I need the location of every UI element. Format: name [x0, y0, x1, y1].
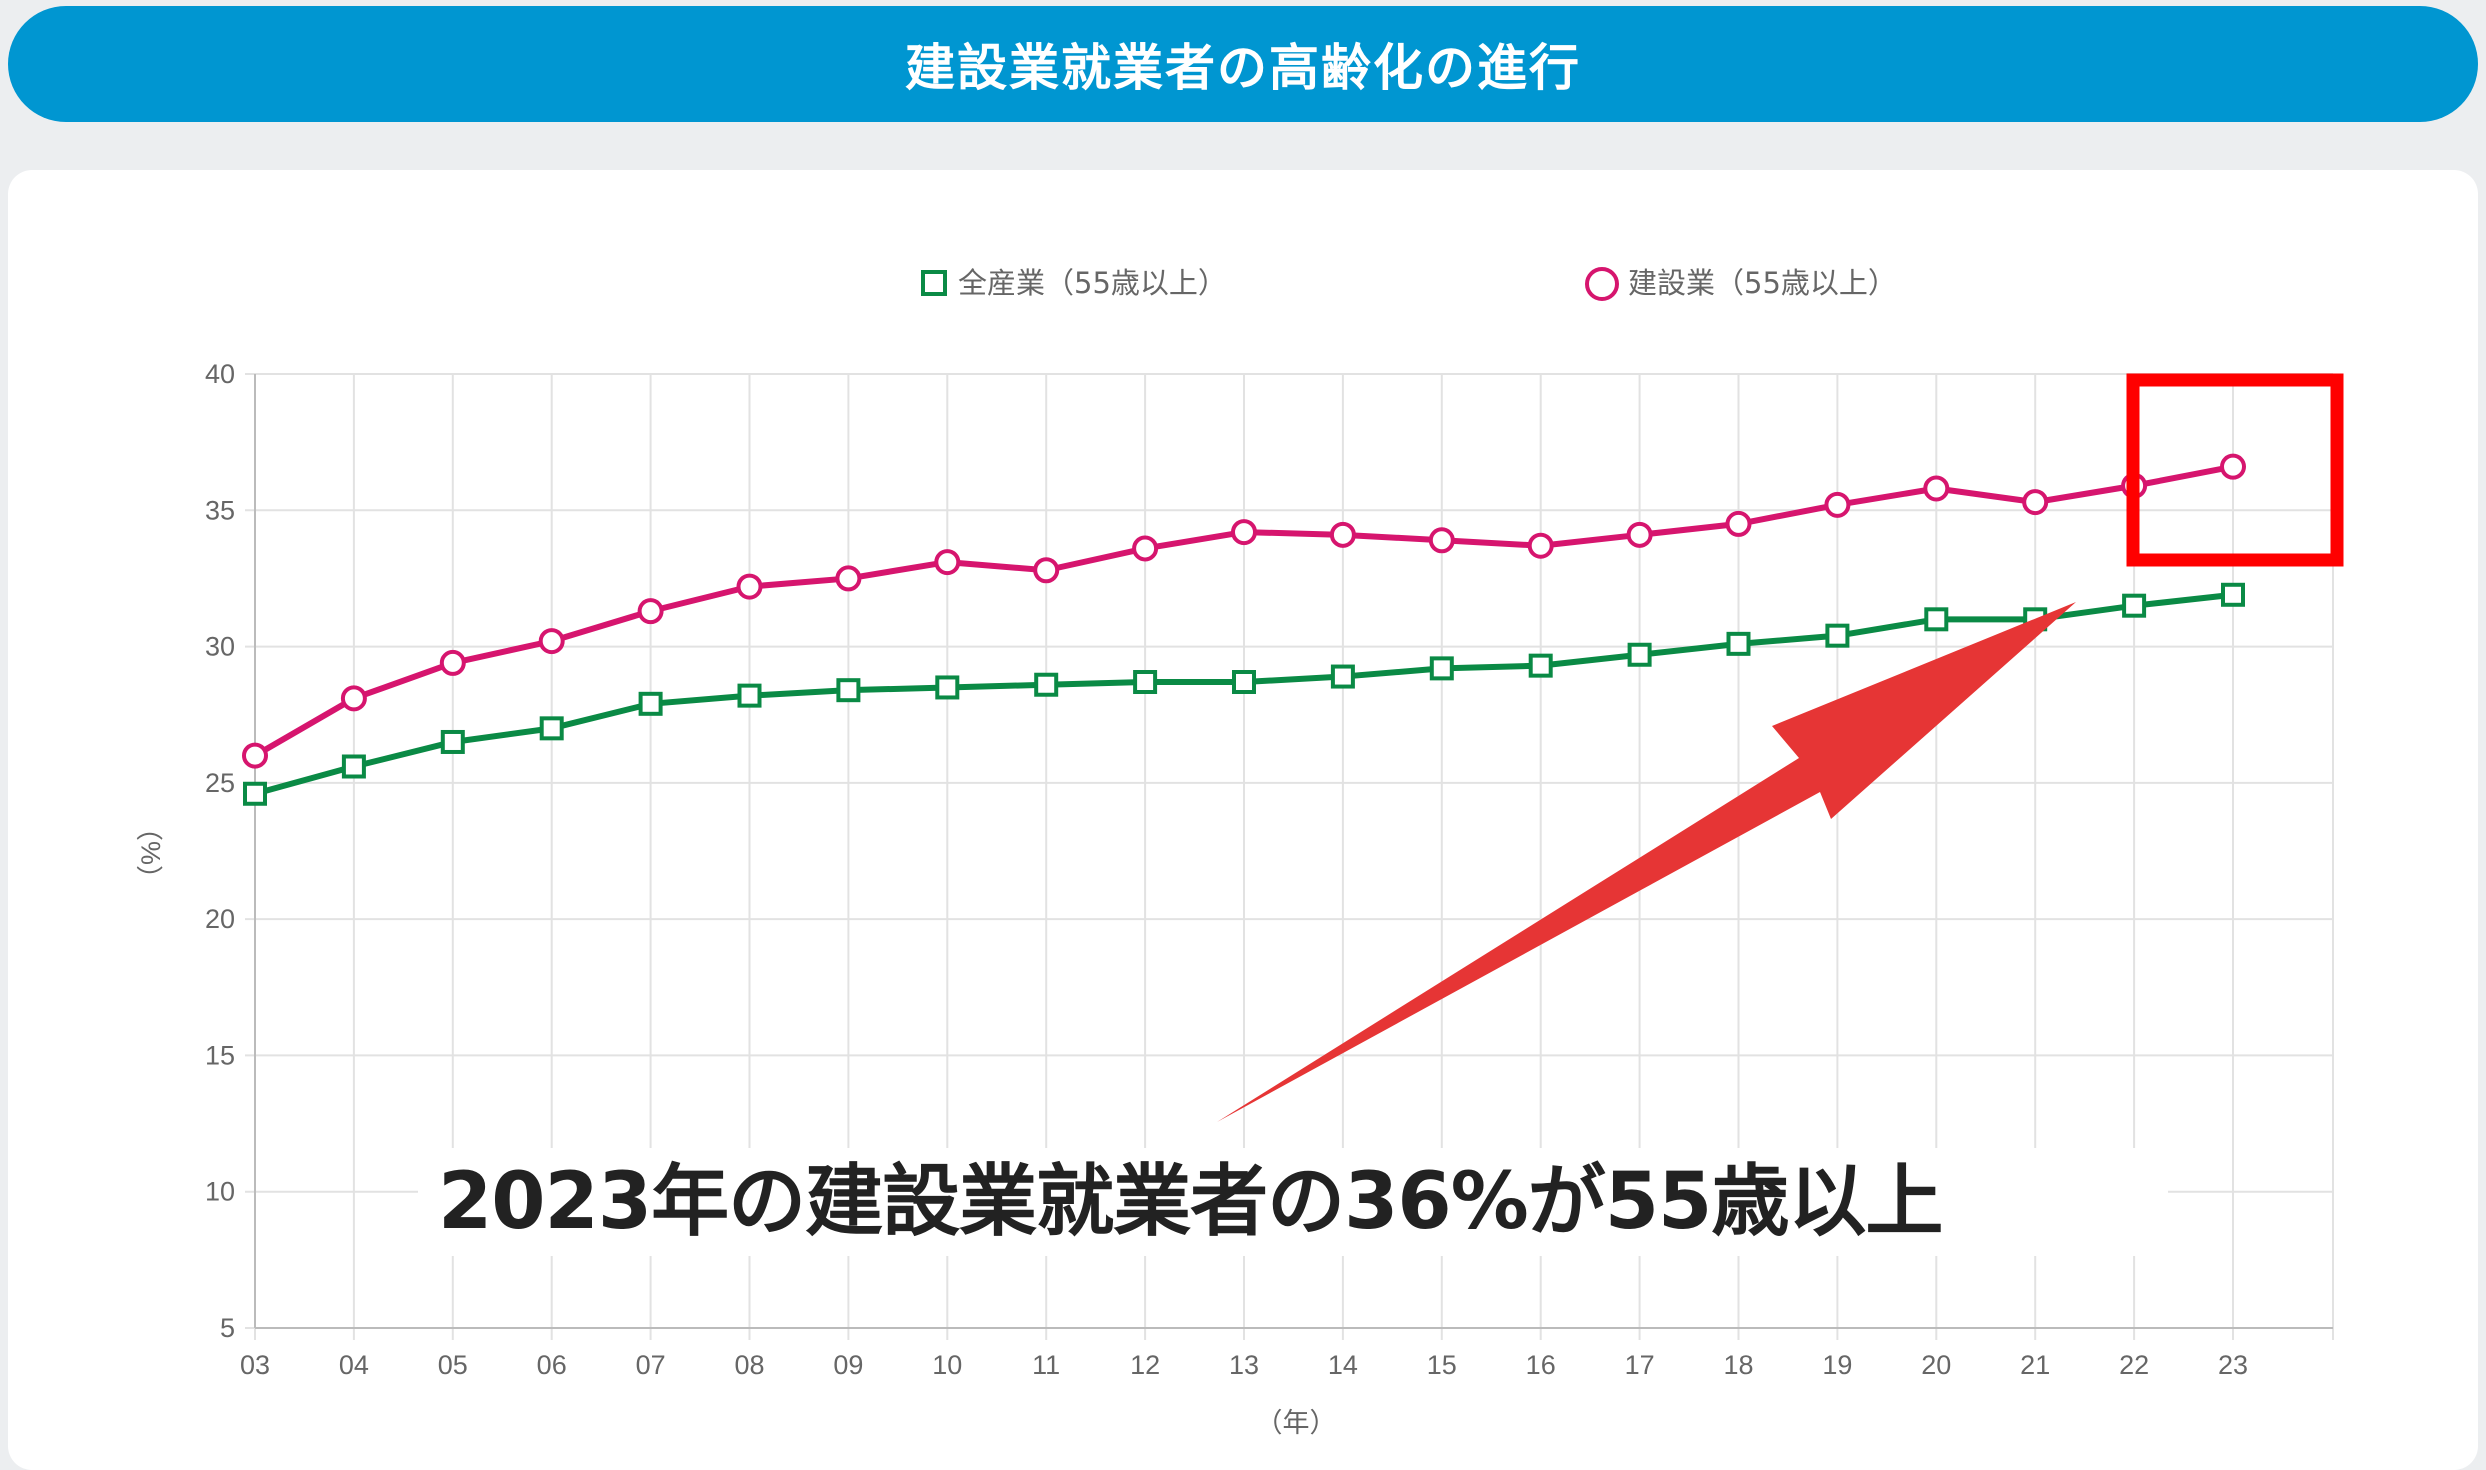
- data-point-square: [539, 716, 564, 741]
- data-point-circle: [1824, 491, 1851, 518]
- data-point-circle: [1626, 521, 1653, 548]
- data-point-circle: [934, 549, 961, 576]
- legend: 全産業（55歳以上） 建設業（55歳以上）: [921, 266, 1897, 301]
- x-tick-label: 20: [1921, 1350, 1951, 1380]
- data-point-square: [1627, 642, 1652, 667]
- data-point-circle: [2022, 489, 2049, 516]
- x-tick-label: 10: [932, 1350, 962, 1380]
- data-point-square: [440, 729, 465, 754]
- data-point-circle: [538, 628, 565, 655]
- data-point-square: [638, 691, 663, 716]
- data-point-square: [1034, 672, 1059, 697]
- data-point-square: [1825, 623, 1850, 648]
- data-point-square: [1429, 656, 1454, 681]
- y-tick-label: 25: [205, 768, 235, 798]
- data-point-circle: [637, 598, 664, 625]
- y-tick-label: 35: [205, 495, 235, 525]
- x-tick-label: 22: [2119, 1350, 2149, 1380]
- data-point-circle: [2220, 453, 2246, 480]
- y-tick-label: 30: [205, 632, 235, 662]
- data-point-circle: [1231, 519, 1257, 546]
- x-tick-label: 17: [1625, 1350, 1655, 1380]
- x-tick-label: 21: [2020, 1350, 2050, 1380]
- chart-title-banner: 建設業就業者の高齢化の進行: [8, 6, 2478, 122]
- data-point-square: [836, 678, 861, 703]
- legend-label-construction: 建設業（55歳以上）: [1628, 266, 1897, 300]
- data-point-square: [2122, 593, 2147, 618]
- data-point-circle: [1527, 532, 1554, 559]
- legend-label-all-industries: 全産業（55歳以上）: [958, 266, 1227, 300]
- data-point-square: [1924, 607, 1949, 632]
- y-tick-label: 40: [205, 359, 235, 389]
- x-axis-label: （年）: [1256, 1408, 1337, 1438]
- x-tick-label: 07: [636, 1350, 666, 1380]
- x-tick-label: 04: [339, 1350, 369, 1380]
- chart-title: 建設業就業者の高齢化の進行: [905, 39, 1581, 97]
- y-tick-label: 10: [205, 1177, 235, 1207]
- x-tick-label: 08: [734, 1350, 764, 1380]
- data-point-square: [243, 781, 267, 806]
- data-point-circle: [1033, 557, 1060, 584]
- chart-card: 5 10 15 20 25 30 35 40 03 04 05 06 07 08 09 10 11 12 13 14 1…: [8, 170, 2478, 1470]
- data-point-square: [737, 683, 762, 708]
- data-point-square: [1133, 670, 1158, 695]
- data-point-circle: [1428, 527, 1455, 554]
- legend-circle-icon: [1585, 267, 1619, 301]
- data-point-square: [1528, 653, 1553, 678]
- y-tick-label: 15: [205, 1040, 235, 1070]
- x-tick-label: 15: [1427, 1350, 1457, 1380]
- highlight-box: [2126, 373, 2344, 567]
- axes: 5 10 15 20 25 30 35 40 03 04 05 06 07 08 09 10 11 12 13 14 1…: [205, 359, 2333, 1380]
- x-tick-label: 23: [2218, 1350, 2248, 1380]
- y-axis-label: （%）: [136, 814, 166, 892]
- data-point-square: [935, 675, 960, 700]
- data-point-square: [341, 754, 366, 779]
- data-point-circle: [439, 649, 466, 676]
- data-point-circle: [1725, 510, 1752, 537]
- x-tick-label: 03: [240, 1350, 270, 1380]
- data-point-square: [1232, 670, 1256, 695]
- x-tick-label: 14: [1328, 1350, 1358, 1380]
- x-tick-label: 18: [1723, 1350, 1753, 1380]
- data-point-square: [2221, 582, 2245, 607]
- y-tick-label: 20: [205, 904, 235, 934]
- line-chart: 5 10 15 20 25 30 35 40 03 04 05 06 07 08 09 10 11 12 13 14 1…: [136, 266, 2344, 1438]
- x-tick-label: 16: [1526, 1350, 1556, 1380]
- x-tick-label: 06: [537, 1350, 567, 1380]
- x-tick-label: 13: [1229, 1350, 1259, 1380]
- data-point-square: [1330, 664, 1355, 689]
- legend-square-icon: [921, 270, 947, 296]
- data-point-circle: [835, 565, 862, 592]
- data-point-circle: [1923, 475, 1950, 502]
- x-tick-label: 09: [833, 1350, 863, 1380]
- data-point-circle: [1329, 521, 1356, 548]
- data-point-circle: [242, 742, 268, 769]
- x-tick-label: 19: [1822, 1350, 1852, 1380]
- data-point-circle: [736, 573, 763, 600]
- data-point-square: [2023, 607, 2048, 632]
- annotation-background: [418, 1148, 2168, 1256]
- data-point-square: [1726, 631, 1751, 656]
- annotation-text: 2023年の建設業就業者の36%が55歳以上: [438, 1157, 1943, 1247]
- data-point-circle: [340, 685, 367, 712]
- y-tick-label: 5: [220, 1313, 235, 1343]
- x-tick-label: 12: [1130, 1350, 1160, 1380]
- data-point-circle: [1132, 535, 1159, 562]
- x-tick-label: 11: [1032, 1350, 1060, 1380]
- x-tick-label: 05: [438, 1350, 468, 1380]
